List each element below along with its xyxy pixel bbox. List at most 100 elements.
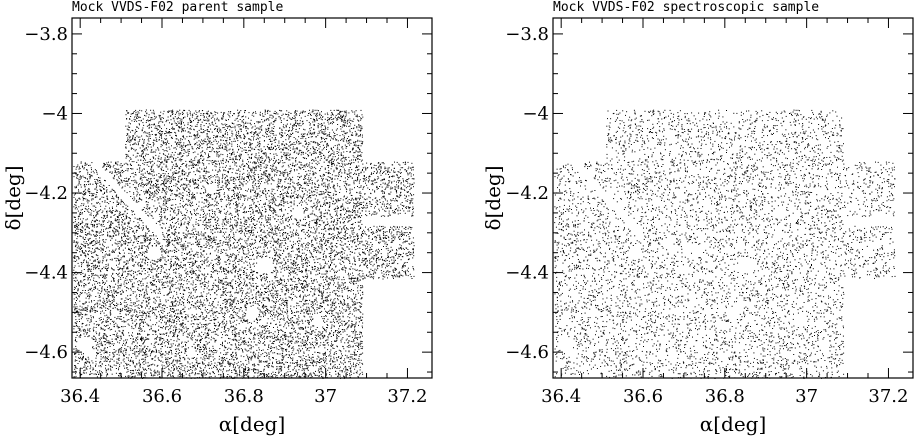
scatter-point (280, 180, 282, 182)
scatter-point (333, 131, 335, 133)
scatter-point (141, 245, 143, 247)
scatter-point (246, 269, 248, 270)
scatter-point (311, 254, 313, 256)
scatter-point (300, 238, 302, 240)
scatter-point (357, 239, 358, 241)
scatter-point (280, 201, 282, 203)
scatter-point (351, 198, 353, 200)
scatter-point (329, 233, 331, 235)
scatter-point (239, 369, 241, 371)
scatter-point (356, 133, 358, 135)
scatter-point (354, 301, 356, 303)
scatter-point (138, 127, 140, 129)
scatter-point (235, 334, 237, 336)
scatter-point (306, 147, 308, 149)
scatter-point (134, 354, 136, 356)
scatter-point (218, 120, 220, 122)
scatter-point (325, 289, 327, 290)
scatter-point (107, 222, 109, 223)
scatter-point (127, 141, 129, 143)
scatter-point (167, 131, 169, 133)
scatter-point (170, 314, 172, 316)
scatter-point (77, 310, 78, 312)
scatter-point (205, 216, 207, 218)
scatter-point (337, 231, 339, 233)
scatter-point (282, 318, 284, 320)
scatter-point (111, 295, 113, 297)
scatter-point (234, 177, 236, 179)
scatter-point (163, 212, 165, 214)
scatter-point (322, 222, 324, 224)
scatter-point (231, 271, 233, 273)
scatter-point (132, 210, 134, 212)
scatter-point (114, 330, 116, 332)
scatter-point (127, 271, 129, 272)
scatter-point (354, 260, 356, 262)
scatter-point (255, 369, 257, 371)
scatter-point (261, 218, 263, 220)
scatter-point (359, 135, 361, 137)
scatter-point (277, 300, 279, 302)
scatter-point (374, 255, 376, 257)
scatter-point (307, 150, 309, 152)
scatter-point (333, 208, 335, 210)
scatter-point (354, 342, 356, 344)
scatter-point (274, 334, 276, 336)
scatter-point (100, 326, 102, 328)
scatter-point (245, 369, 246, 370)
scatter-point (95, 344, 97, 346)
scatter-point (132, 335, 134, 337)
scatter-point (144, 273, 146, 275)
scatter-point (291, 234, 293, 236)
scatter-point (279, 171, 281, 173)
scatter-point (411, 162, 413, 164)
scatter-point (352, 210, 354, 212)
scatter-point (265, 297, 267, 299)
scatter-point (174, 252, 175, 253)
scatter-point (276, 189, 278, 191)
scatter-point (369, 201, 370, 203)
scatter-point (367, 228, 369, 230)
scatter-point (386, 186, 388, 188)
scatter-point (257, 201, 259, 203)
scatter-point (271, 373, 272, 375)
scatter-point (279, 367, 281, 369)
scatter-point (194, 234, 196, 236)
scatter-point (338, 116, 339, 118)
scatter-point (119, 372, 121, 374)
scatter-point (322, 253, 324, 255)
scatter-point (96, 223, 98, 225)
scatter-point (351, 299, 353, 301)
scatter-point (135, 113, 137, 115)
scatter-point (303, 178, 305, 180)
scatter-point (90, 234, 92, 236)
scatter-point (220, 189, 222, 190)
scatter-point (132, 135, 134, 137)
scatter-point (355, 159, 357, 160)
scatter-point (169, 263, 171, 265)
scatter-point (177, 206, 179, 208)
scatter-point (91, 221, 92, 223)
scatter-point (169, 210, 171, 212)
scatter-point (235, 129, 236, 131)
scatter-point (205, 355, 207, 357)
scatter-point (237, 217, 239, 219)
scatter-point (395, 268, 397, 269)
scatter-point (272, 199, 274, 201)
scatter-point (348, 350, 350, 352)
scatter-point (208, 334, 209, 336)
scatter-point (158, 115, 160, 117)
scatter-point (303, 218, 304, 220)
scatter-point (286, 237, 287, 238)
scatter-point (282, 220, 284, 222)
scatter-point (280, 151, 282, 153)
scatter-point (266, 242, 268, 244)
scatter-point (157, 260, 159, 262)
scatter-point (275, 149, 276, 151)
scatter-point (344, 256, 346, 258)
scatter-point (192, 258, 194, 260)
scatter-point (316, 309, 318, 311)
scatter-point (237, 144, 238, 146)
scatter-point (340, 222, 341, 224)
scatter-point (133, 193, 135, 195)
